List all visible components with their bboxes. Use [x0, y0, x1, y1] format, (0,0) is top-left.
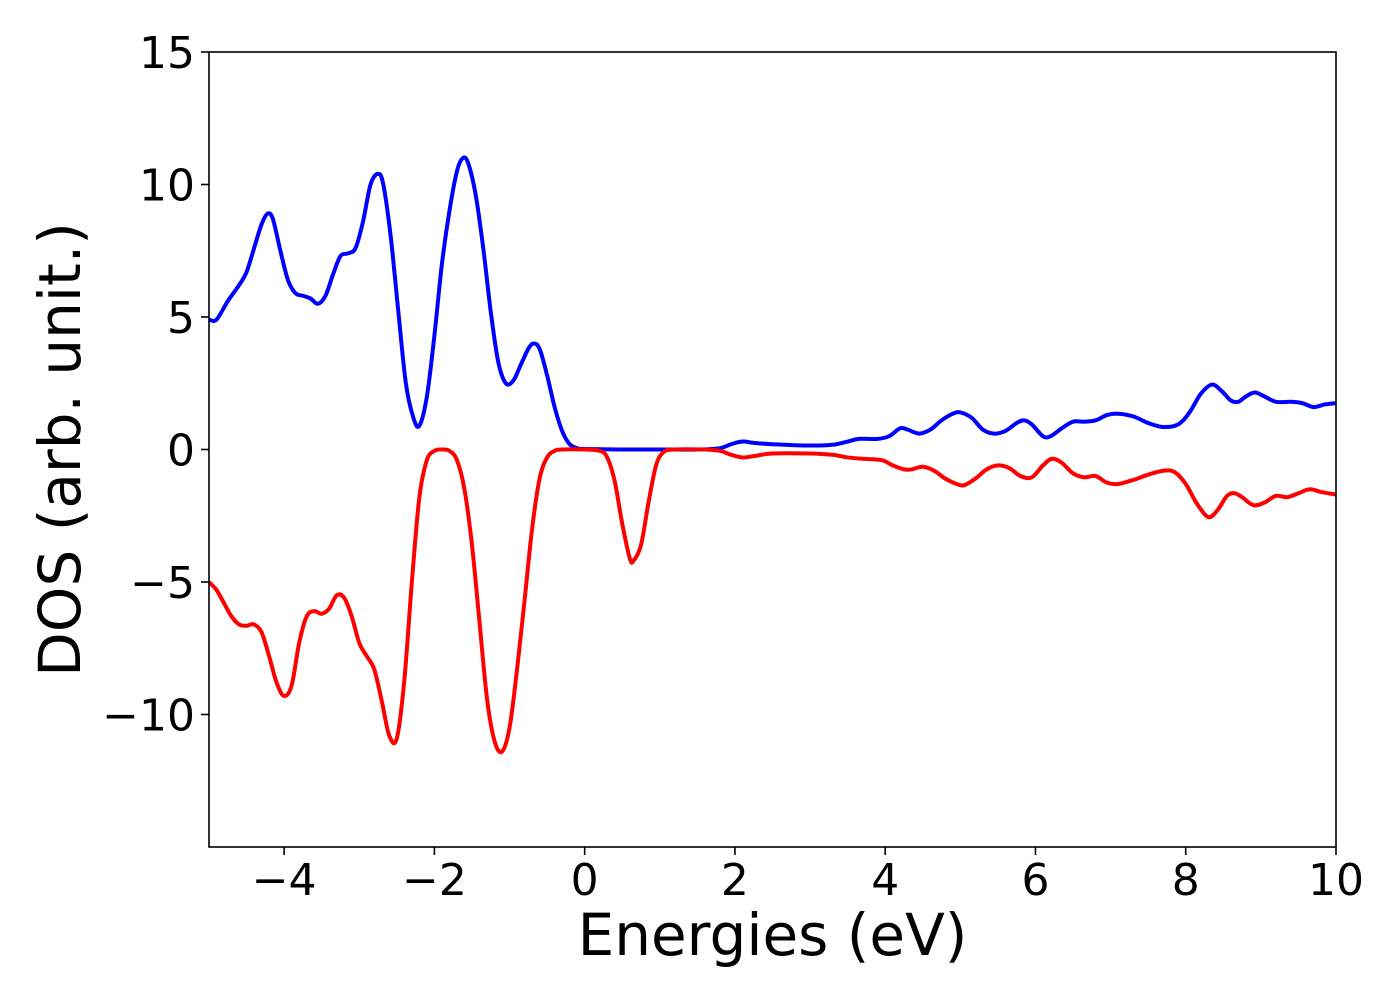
x-tick-label: −2: [402, 855, 467, 906]
y-tick-label: 5: [167, 293, 195, 344]
dos-series-line-2: [209, 447, 1336, 755]
y-tick-label: 10: [139, 161, 195, 212]
x-tick-label: 2: [721, 855, 749, 906]
x-axis-label: Energies (eV): [578, 901, 968, 969]
y-axis: −10 −5 0 5 10 15: [102, 28, 209, 742]
x-axis: −4 −2 0 2 4 6 8 10: [252, 847, 1364, 906]
series-layer: [209, 155, 1336, 755]
y-tick-label: −5: [130, 558, 195, 609]
x-tick-label: 0: [571, 855, 599, 906]
x-tick-label: −4: [252, 855, 317, 906]
x-tick-label: 6: [1021, 855, 1049, 906]
y-tick-label: −10: [102, 691, 195, 742]
x-tick-label: 10: [1308, 855, 1364, 906]
x-tick-label: 8: [1172, 855, 1200, 906]
x-tick-label: 4: [871, 855, 899, 906]
y-axis-label: DOS (arb. unit.): [26, 222, 94, 677]
y-tick-label: 0: [167, 426, 195, 477]
dos-series-line-1: [209, 155, 1336, 452]
y-tick-label: 15: [139, 28, 195, 79]
